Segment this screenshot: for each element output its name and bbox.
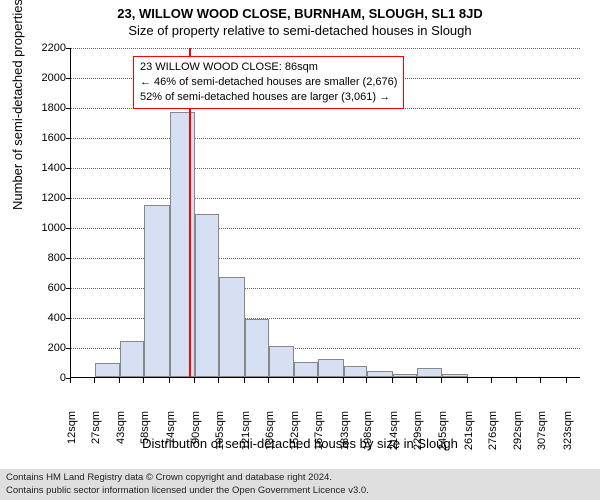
y-tick-mark xyxy=(66,78,71,79)
x-tick-mark xyxy=(244,378,245,383)
x-tick-mark xyxy=(343,378,344,383)
plot-area: 23 WILLOW WOOD CLOSE: 86sqm← 46% of semi… xyxy=(70,48,580,378)
histogram-bar xyxy=(120,341,144,377)
x-tick-mark xyxy=(94,378,95,383)
x-tick-mark xyxy=(516,378,517,383)
histogram-chart: 23 WILLOW WOOD CLOSE: 86sqm← 46% of semi… xyxy=(70,48,580,420)
y-tick-mark xyxy=(66,198,71,199)
histogram-bar xyxy=(318,359,344,377)
x-tick-mark xyxy=(169,378,170,383)
histogram-bar xyxy=(219,277,245,377)
histogram-bar xyxy=(417,368,443,377)
y-tick-mark xyxy=(66,318,71,319)
x-tick-mark xyxy=(540,378,541,383)
x-tick-mark xyxy=(143,378,144,383)
x-tick-mark xyxy=(467,378,468,383)
y-tick-label: 1800 xyxy=(26,102,66,114)
y-tick-label: 600 xyxy=(26,282,66,294)
y-tick-mark xyxy=(66,138,71,139)
x-tick-mark xyxy=(119,378,120,383)
x-tick-mark xyxy=(491,378,492,383)
footer-line-2: Contains public sector information licen… xyxy=(6,485,594,497)
histogram-bar xyxy=(170,112,196,377)
annotation-line: ← 46% of semi-detached houses are smalle… xyxy=(140,75,397,90)
grid-line xyxy=(71,198,580,199)
y-tick-label: 1600 xyxy=(26,132,66,144)
y-tick-label: 0 xyxy=(26,372,66,384)
x-tick-mark xyxy=(441,378,442,383)
x-tick-mark xyxy=(392,378,393,383)
y-tick-mark xyxy=(66,48,71,49)
page-subtitle: Size of property relative to semi-detach… xyxy=(0,21,600,42)
histogram-bar xyxy=(269,346,295,378)
y-tick-label: 1200 xyxy=(26,192,66,204)
copyright-footer: Contains HM Land Registry data © Crown c… xyxy=(0,469,600,500)
footer-line-1: Contains HM Land Registry data © Crown c… xyxy=(6,472,594,484)
y-tick-label: 1000 xyxy=(26,222,66,234)
y-tick-label: 800 xyxy=(26,252,66,264)
annotation-line: 52% of semi-detached houses are larger (… xyxy=(140,90,397,105)
histogram-bar xyxy=(95,363,121,377)
grid-line xyxy=(71,138,580,139)
x-axis-label: Distribution of semi-detached houses by … xyxy=(0,436,600,451)
x-tick-mark xyxy=(317,378,318,383)
histogram-bar xyxy=(344,366,368,377)
x-tick-mark xyxy=(218,378,219,383)
x-tick-mark xyxy=(194,378,195,383)
y-tick-label: 400 xyxy=(26,312,66,324)
y-tick-label: 1400 xyxy=(26,162,66,174)
histogram-bar xyxy=(245,319,269,377)
y-tick-mark xyxy=(66,108,71,109)
y-axis-label: Number of semi-detached properties xyxy=(10,0,25,210)
y-tick-mark xyxy=(66,288,71,289)
grid-line xyxy=(71,48,580,49)
histogram-bar xyxy=(442,374,468,377)
y-tick-mark xyxy=(66,168,71,169)
y-tick-label: 200 xyxy=(26,342,66,354)
histogram-bar xyxy=(195,214,219,377)
x-tick-mark xyxy=(416,378,417,383)
page-title: 23, WILLOW WOOD CLOSE, BURNHAM, SLOUGH, … xyxy=(0,0,600,21)
y-tick-label: 2000 xyxy=(26,72,66,84)
histogram-bar xyxy=(294,362,318,377)
y-tick-mark xyxy=(66,348,71,349)
x-tick-mark xyxy=(268,378,269,383)
y-tick-mark xyxy=(66,228,71,229)
y-tick-mark xyxy=(66,258,71,259)
x-tick-mark xyxy=(366,378,367,383)
x-tick-mark xyxy=(293,378,294,383)
histogram-bar xyxy=(144,205,170,378)
y-tick-label: 2200 xyxy=(26,42,66,54)
histogram-bar xyxy=(367,371,393,377)
x-tick-mark xyxy=(70,378,71,383)
histogram-bar xyxy=(393,374,417,377)
annotation-box: 23 WILLOW WOOD CLOSE: 86sqm← 46% of semi… xyxy=(133,56,404,109)
annotation-line: 23 WILLOW WOOD CLOSE: 86sqm xyxy=(140,60,397,75)
x-tick-mark xyxy=(566,378,567,383)
grid-line xyxy=(71,168,580,169)
